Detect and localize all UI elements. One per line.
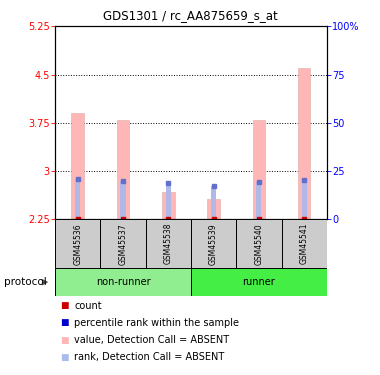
Text: rank, Detection Call = ABSENT: rank, Detection Call = ABSENT — [74, 352, 224, 362]
Text: GSM45536: GSM45536 — [73, 223, 82, 265]
Text: count: count — [74, 301, 102, 310]
Text: GSM45538: GSM45538 — [164, 223, 173, 264]
Bar — [117, 120, 129, 219]
Text: GSM45539: GSM45539 — [209, 223, 218, 265]
Bar — [162, 192, 175, 219]
Text: ■: ■ — [60, 336, 69, 345]
Bar — [191, 219, 236, 268]
Text: protocol: protocol — [4, 277, 46, 287]
Bar — [146, 219, 191, 268]
Bar — [191, 268, 327, 296]
Bar — [282, 219, 327, 268]
Text: ■: ■ — [60, 301, 69, 310]
Text: runner: runner — [242, 277, 275, 287]
Text: GDS1301 / rc_AA875659_s_at: GDS1301 / rc_AA875659_s_at — [103, 9, 277, 22]
Bar — [100, 219, 146, 268]
Text: ■: ■ — [60, 318, 69, 327]
Text: GSM45537: GSM45537 — [119, 223, 128, 265]
Bar — [166, 183, 171, 219]
Bar — [207, 199, 220, 219]
Bar — [211, 186, 216, 219]
Text: percentile rank within the sample: percentile rank within the sample — [74, 318, 239, 328]
Text: ■: ■ — [60, 353, 69, 362]
Text: value, Detection Call = ABSENT: value, Detection Call = ABSENT — [74, 335, 229, 345]
Text: non-runner: non-runner — [96, 277, 150, 287]
Bar — [120, 181, 125, 219]
Bar — [71, 113, 84, 219]
Text: GSM45540: GSM45540 — [254, 223, 263, 265]
Bar — [55, 268, 191, 296]
Bar — [298, 68, 310, 219]
Bar — [75, 180, 80, 219]
Bar — [302, 180, 307, 219]
Bar — [253, 120, 265, 219]
Bar — [55, 219, 100, 268]
Bar — [236, 219, 282, 268]
Bar — [256, 182, 261, 219]
Text: GSM45541: GSM45541 — [300, 223, 309, 264]
